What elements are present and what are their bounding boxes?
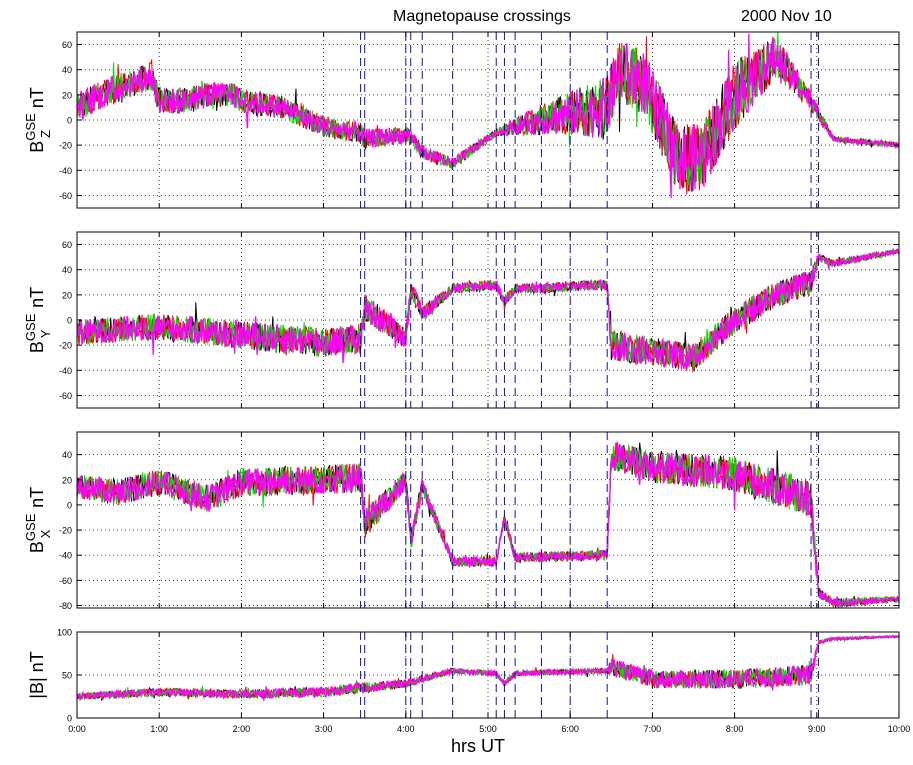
y-tick-label: 100 — [57, 628, 72, 638]
y-axis-label: BGSEY nT — [23, 287, 53, 353]
series-magenta — [77, 247, 899, 370]
x-tick-label: 3:00 — [315, 724, 333, 734]
y-tick-label: 0 — [67, 500, 72, 510]
y-tick-label: 0 — [67, 714, 72, 724]
x-tick-label: 2:00 — [233, 724, 251, 734]
y-axis-label: BGSEX nT — [23, 487, 53, 553]
y-tick-label: 60 — [62, 240, 72, 250]
x-tick-label: 8:00 — [726, 724, 744, 734]
y-tick-label: 40 — [62, 265, 72, 275]
y-tick-label: -40 — [59, 551, 72, 561]
date-label: 2000 Nov 10 — [741, 8, 832, 25]
y-tick-label: -40 — [59, 166, 72, 176]
y-tick-label: -40 — [59, 366, 72, 376]
y-tick-label: -60 — [59, 191, 72, 201]
y-axis-label: BGSEZ nT — [23, 87, 53, 152]
panel-bx: -80 -60 -40 -20 0 20 40 BGSEX nT — [23, 431, 900, 611]
y-tick-label: 20 — [62, 90, 72, 100]
x-tick-label: 10:00 — [888, 724, 911, 734]
y-tick-label: -20 — [59, 526, 72, 536]
y-tick-label: -80 — [59, 601, 72, 611]
y-tick-label: -20 — [59, 341, 72, 351]
panel-by: -60 -40 -20 0 20 40 60 BGSEY nT — [23, 231, 900, 409]
y-tick-label: -60 — [59, 391, 72, 401]
x-tick-label: 6:00 — [561, 724, 579, 734]
y-tick-label: 40 — [62, 65, 72, 75]
y-tick-label: 20 — [62, 290, 72, 300]
x-tick-label: 0:00 — [68, 724, 86, 734]
panel-bz: -60 -40 -20 0 20 40 60 BGSEZ nT — [23, 31, 900, 209]
x-tick-label: 1:00 — [150, 724, 168, 734]
y-tick-label: 20 — [62, 475, 72, 485]
series-magenta — [77, 33, 899, 199]
chart-title: Magnetopause crossings — [393, 8, 571, 25]
y-tick-label: 40 — [62, 450, 72, 460]
y-axis-label: |B| nT — [27, 651, 47, 698]
series-magenta — [77, 441, 899, 608]
y-tick-label: -20 — [59, 141, 72, 151]
y-tick-label: 50 — [62, 671, 72, 681]
x-axis-label: hrs UT — [451, 736, 505, 756]
panel-bt: 0 50 100 |B| nT — [27, 628, 900, 724]
x-tick-label: 4:00 — [397, 724, 415, 734]
series-green — [77, 443, 899, 608]
series-magenta — [77, 634, 899, 702]
x-tick-label: 7:00 — [644, 724, 662, 734]
y-tick-label: 0 — [67, 116, 72, 126]
x-tick-label: 5:00 — [479, 724, 497, 734]
y-tick-label: 60 — [62, 40, 72, 50]
y-tick-label: 0 — [67, 316, 72, 326]
x-tick-label: 9:00 — [808, 724, 826, 734]
y-tick-label: -60 — [59, 576, 72, 586]
